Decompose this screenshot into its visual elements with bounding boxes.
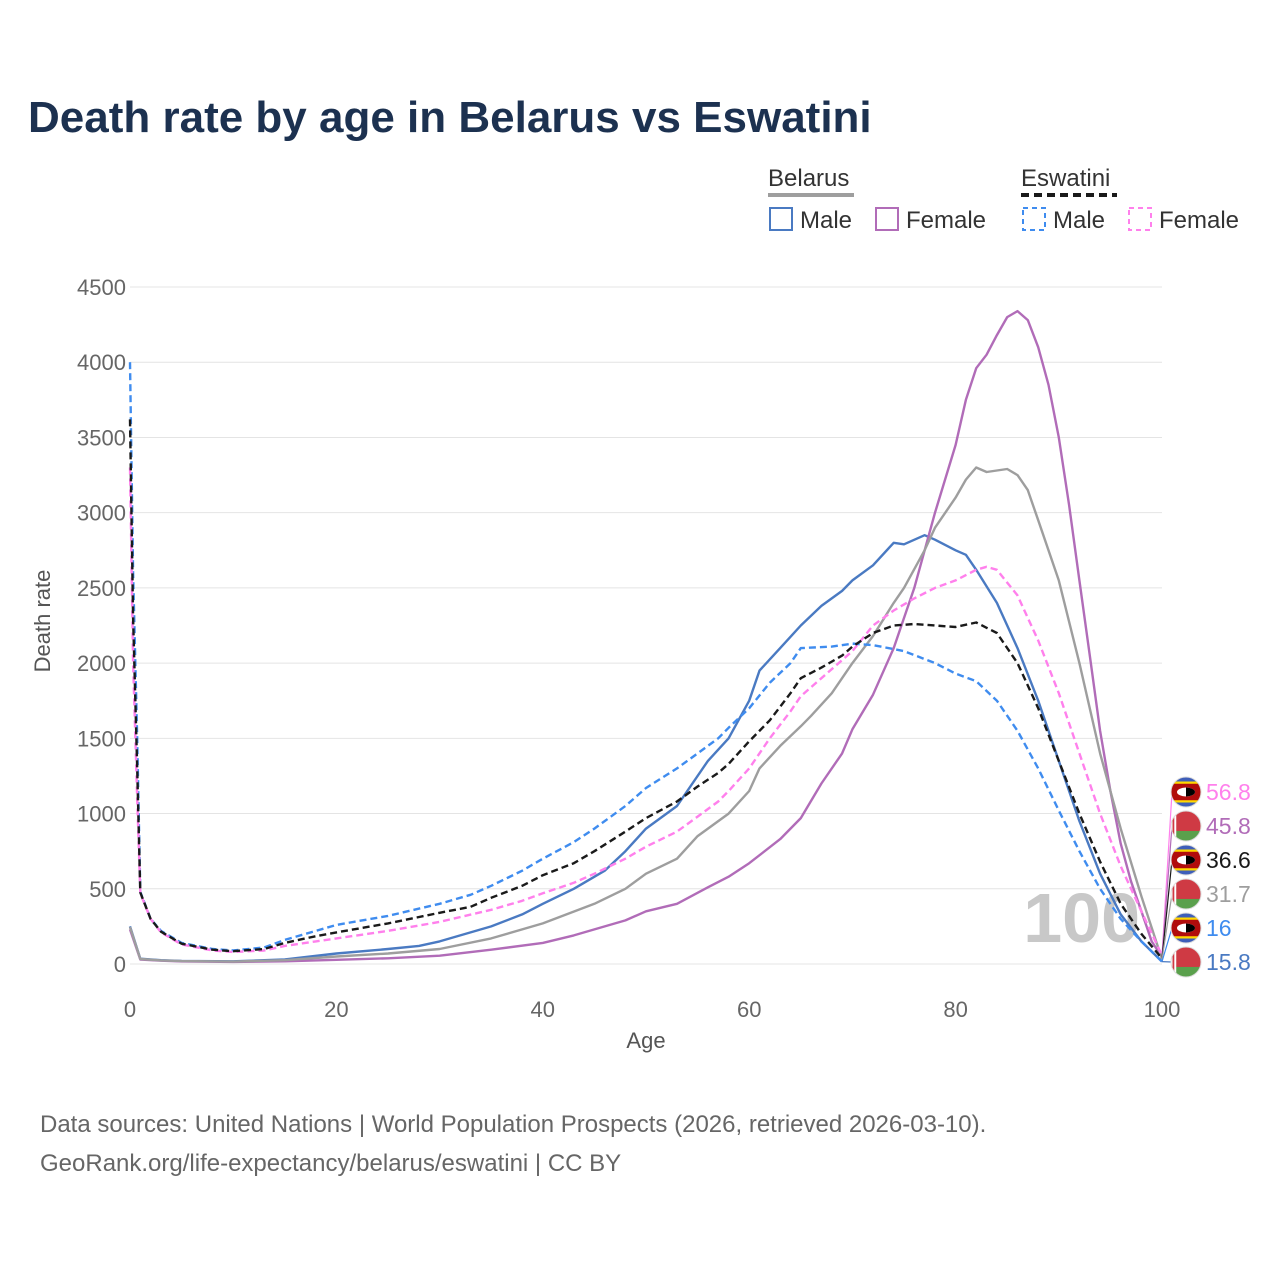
y-tick-label: 3500 bbox=[77, 425, 126, 450]
legend-eswatini-male-label: Male bbox=[1053, 207, 1105, 234]
y-axis-ticks: 0 500 1000 1500 2000 2500 3000 3500 4000 4500 bbox=[77, 275, 126, 977]
legend-belarus-male-label: Male bbox=[800, 207, 852, 234]
series-line-eswatini-total bbox=[128, 419, 1163, 960]
y-tick-label: 1000 bbox=[77, 802, 126, 827]
end-label-value: 16 bbox=[1206, 915, 1232, 941]
x-tick-label: 20 bbox=[324, 997, 348, 1022]
belarus-flag-icon bbox=[1171, 811, 1201, 841]
eswatini-flag-icon bbox=[1171, 845, 1201, 875]
belarus-flag-icon bbox=[1171, 879, 1201, 909]
end-label-leader bbox=[1161, 927, 1173, 962]
legend-belarus-male-swatch bbox=[769, 207, 793, 231]
legend-eswatini-female-label: Female bbox=[1159, 207, 1239, 234]
series-line-eswatini-male bbox=[128, 362, 1163, 963]
series-lines bbox=[128, 309, 1164, 964]
end-label-value: 45.8 bbox=[1206, 813, 1251, 839]
legend-belarus-swatch bbox=[768, 193, 854, 197]
legend-eswatini-female-swatch bbox=[1128, 207, 1152, 231]
y-tick-label: 0 bbox=[114, 952, 126, 977]
source-line-2: GeoRank.org/life-expectancy/belarus/eswa… bbox=[40, 1150, 621, 1177]
end-label-value: 56.8 bbox=[1206, 779, 1251, 805]
legend-eswatini-male-swatch bbox=[1022, 207, 1046, 231]
x-tick-label: 80 bbox=[943, 997, 967, 1022]
x-axis-ticks: 0 20 40 60 80 100 bbox=[124, 997, 1180, 1022]
grid bbox=[130, 286, 1162, 965]
x-tick-label: 60 bbox=[737, 997, 761, 1022]
legend-belarus-female-label: Female bbox=[906, 207, 986, 234]
legend-belarus-heading: Belarus bbox=[768, 165, 849, 192]
x-tick-label: 100 bbox=[1144, 997, 1181, 1022]
end-label-leader bbox=[1161, 859, 1173, 959]
y-tick-label: 4500 bbox=[77, 275, 126, 300]
end-label-value: 36.6 bbox=[1206, 847, 1251, 873]
belarus-flag-icon bbox=[1171, 947, 1201, 977]
x-axis-title: Age bbox=[626, 1028, 665, 1053]
series-line-belarus-female bbox=[128, 309, 1164, 964]
end-label-leader bbox=[1161, 825, 1173, 958]
y-tick-label: 500 bbox=[89, 877, 126, 902]
flag-ring bbox=[1170, 946, 1202, 978]
x-tick-label: 40 bbox=[531, 997, 555, 1022]
y-tick-label: 3000 bbox=[77, 501, 126, 526]
y-tick-label: 2500 bbox=[77, 576, 126, 601]
flag-ring bbox=[1170, 878, 1202, 910]
series-line-belarus-male bbox=[128, 534, 1163, 963]
source-line-1: Data sources: United Nations | World Pop… bbox=[40, 1111, 986, 1138]
y-tick-label: 2000 bbox=[77, 651, 126, 676]
flag-ring bbox=[1170, 776, 1202, 808]
chart-title: Death rate by age in Belarus vs Eswatini bbox=[28, 93, 872, 142]
eswatini-flag-icon bbox=[1171, 913, 1201, 943]
series-line-eswatini-female bbox=[128, 467, 1164, 957]
end-label-value: 31.7 bbox=[1206, 881, 1251, 907]
x-tick-label: 0 bbox=[124, 997, 136, 1022]
y-tick-label: 4000 bbox=[77, 350, 126, 375]
flag-ring bbox=[1170, 912, 1202, 944]
legend-belarus-female-swatch bbox=[875, 207, 899, 231]
series-line-belarus-total bbox=[128, 466, 1164, 963]
y-tick-label: 1500 bbox=[77, 726, 126, 751]
legend-eswatini-heading: Eswatini bbox=[1021, 165, 1110, 192]
end-labels: 56.8 45.8 36.6 31.7 16 15.8 bbox=[1161, 776, 1251, 978]
end-label-leader bbox=[1161, 893, 1173, 960]
flag-ring bbox=[1170, 810, 1202, 842]
eswatini-flag-icon bbox=[1171, 777, 1201, 807]
end-label-value: 15.8 bbox=[1206, 949, 1251, 975]
flag-ring bbox=[1170, 844, 1202, 876]
legend: Belarus Male Female Eswatini Male Female bbox=[768, 165, 1239, 234]
y-axis-title: Death rate bbox=[30, 570, 55, 673]
